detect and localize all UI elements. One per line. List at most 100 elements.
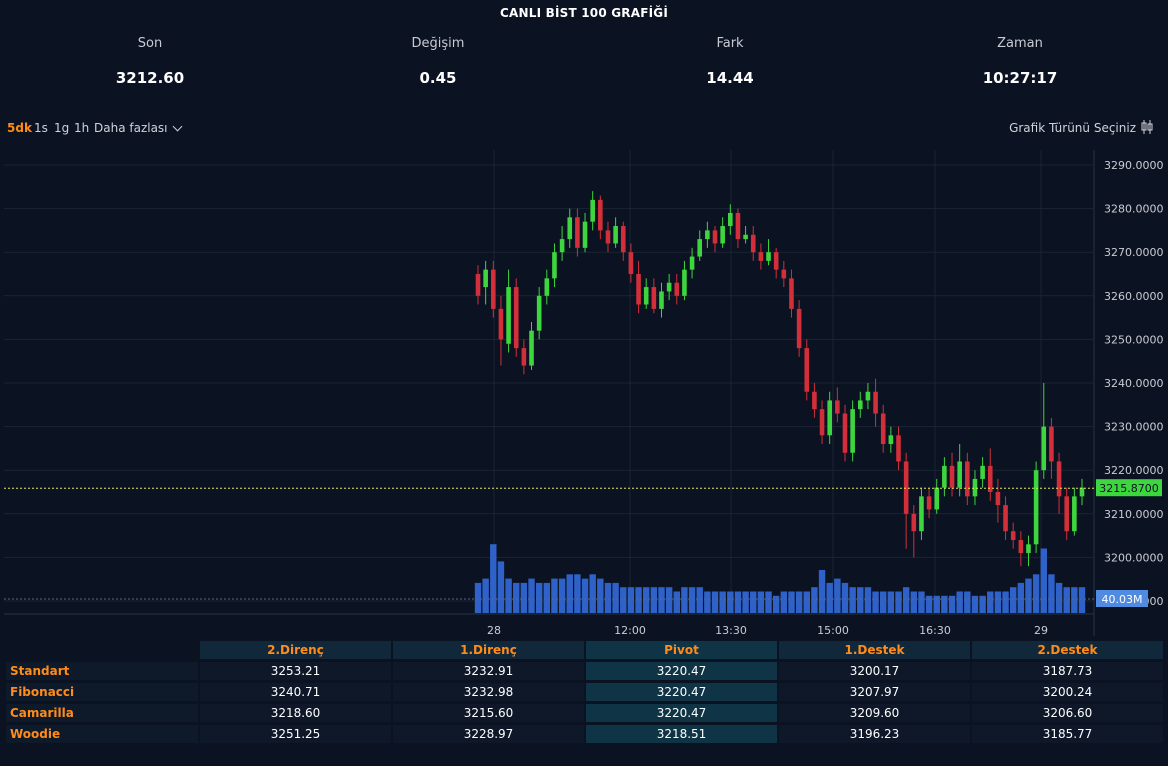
candle-body — [636, 274, 641, 305]
candle-body — [712, 230, 718, 244]
volume-bar — [1063, 587, 1070, 613]
timeframe-1h[interactable]: 1h — [74, 121, 90, 135]
table-row: Camarilla 3218.60 3215.60 3220.47 3209.6… — [6, 704, 1163, 722]
stat-degisim: Değişim 0.45 — [292, 30, 584, 87]
candle-body — [972, 478, 978, 497]
volume-bar — [1017, 582, 1025, 613]
volume-bar — [688, 587, 696, 613]
candle-body — [835, 400, 840, 414]
candle-body — [1049, 426, 1054, 462]
candle-body — [965, 461, 970, 497]
table-cell: 3206.60 — [972, 704, 1163, 722]
volume-bar — [834, 578, 841, 613]
y-tick-label: 3260.0000 — [1104, 290, 1164, 303]
volume-label-box — [1096, 590, 1148, 607]
candle-body — [919, 496, 924, 532]
candle-body — [720, 226, 725, 244]
volume-bar — [543, 582, 551, 613]
volume-bar — [711, 591, 719, 613]
candle-body — [903, 461, 909, 514]
table-cell: 3253.21 — [200, 662, 391, 680]
page-title: CANLI BİST 100 GRAFİĞİ — [499, 6, 669, 20]
pivot-header: 1.Destek — [779, 641, 970, 659]
volume-bar — [841, 582, 849, 613]
timeframe-1g[interactable]: 1g — [54, 121, 70, 135]
volume-bar — [994, 591, 1002, 613]
table-cell: 3228.97 — [393, 725, 584, 743]
candle-body — [735, 212, 741, 240]
volume-label: 40.03M — [1102, 593, 1143, 606]
y-tick-label: 3210.0000 — [1104, 508, 1164, 521]
more-timeframes-button[interactable]: Daha fazlası — [94, 121, 182, 135]
volume-bar — [551, 578, 558, 613]
candle-body — [1072, 496, 1077, 532]
x-tick-label: 29 — [1034, 624, 1048, 636]
volume-bar — [681, 587, 688, 613]
candle-body — [666, 282, 672, 292]
table-row: Fibonacci 3240.71 3232.98 3220.47 3207.9… — [6, 683, 1163, 701]
y-tick-label: 3290.0000 — [1104, 159, 1164, 172]
chart-toolbar: 5dk 1s 1g 1h Daha fazlası Grafik Türünü … — [0, 116, 1168, 140]
volume-bar — [604, 582, 612, 613]
volume-bar — [620, 587, 627, 613]
volume-bar — [627, 587, 635, 613]
candlestick-icon[interactable] — [1140, 119, 1154, 135]
candle-body — [819, 409, 825, 436]
volume-bar — [642, 587, 650, 613]
x-tick-label: 15:00 — [817, 624, 849, 636]
candle-body — [773, 252, 779, 270]
volume-bar — [742, 591, 749, 613]
x-tick-label: 28 — [487, 624, 501, 636]
volume-bar — [1055, 582, 1063, 613]
stat-label: Zaman — [997, 36, 1043, 51]
volume-bar — [734, 591, 742, 613]
volume-bar — [941, 595, 948, 613]
volume-bar — [933, 595, 940, 613]
volume-bar — [925, 595, 933, 613]
volume-bar — [558, 578, 566, 613]
candle-body — [628, 252, 634, 274]
pivot-header-row: 2.Direnç 1.Direnç Pivot 1.Destek 2.Deste… — [6, 641, 1163, 659]
table-cell: 3220.47 — [586, 662, 777, 680]
candle-body — [674, 282, 680, 296]
stat-value: 3212.60 — [115, 69, 185, 87]
volume-bar — [727, 591, 734, 613]
timeframe-5dk[interactable]: 5dk — [7, 121, 32, 135]
price-chart[interactable]: 3290.0000 3280.0000 3270.0000 3260.0000 3250… — [0, 148, 1168, 636]
candle-body — [857, 400, 863, 410]
candle-body — [865, 391, 871, 401]
volume-bar — [772, 595, 780, 613]
candle-body — [521, 348, 527, 366]
candle-body — [743, 234, 748, 240]
candle-body — [559, 239, 565, 253]
timeframe-1s[interactable]: 1s — [34, 121, 48, 135]
y-axis: 3290.0000 3280.0000 3270.0000 3260.0000 3250… — [1104, 159, 1164, 608]
volume-bar — [895, 591, 902, 613]
table-cell: 3232.91 — [393, 662, 584, 680]
volume-bar — [1071, 587, 1078, 613]
table-cell: 3218.51 — [586, 725, 777, 743]
volume-bar — [887, 591, 895, 613]
table-cell: 3240.71 — [200, 683, 391, 701]
candle-body — [750, 234, 756, 253]
candle-body — [980, 465, 985, 479]
candle-body — [536, 295, 542, 331]
price-overlays: 3215.8700 40.03M — [4, 479, 1162, 607]
candle-body — [987, 465, 993, 492]
candle-body — [544, 278, 550, 296]
candle-body — [873, 391, 878, 414]
candle-body — [682, 269, 687, 296]
volume-bar — [857, 587, 864, 613]
volume-bar — [1040, 548, 1047, 613]
candle-body — [1033, 470, 1039, 545]
volume-bar — [704, 591, 711, 613]
volume-bar — [581, 578, 589, 613]
candle-body — [590, 199, 595, 222]
volume-bar — [918, 591, 925, 613]
volume-bar — [750, 591, 757, 613]
y-tick-label: 3270.0000 — [1104, 246, 1164, 259]
table-cell: 3207.97 — [779, 683, 970, 701]
chart-type-selector[interactable]: Grafik Türünü Seçiniz — [1009, 121, 1136, 135]
candle-body — [1026, 544, 1031, 554]
candle-body — [651, 287, 657, 309]
